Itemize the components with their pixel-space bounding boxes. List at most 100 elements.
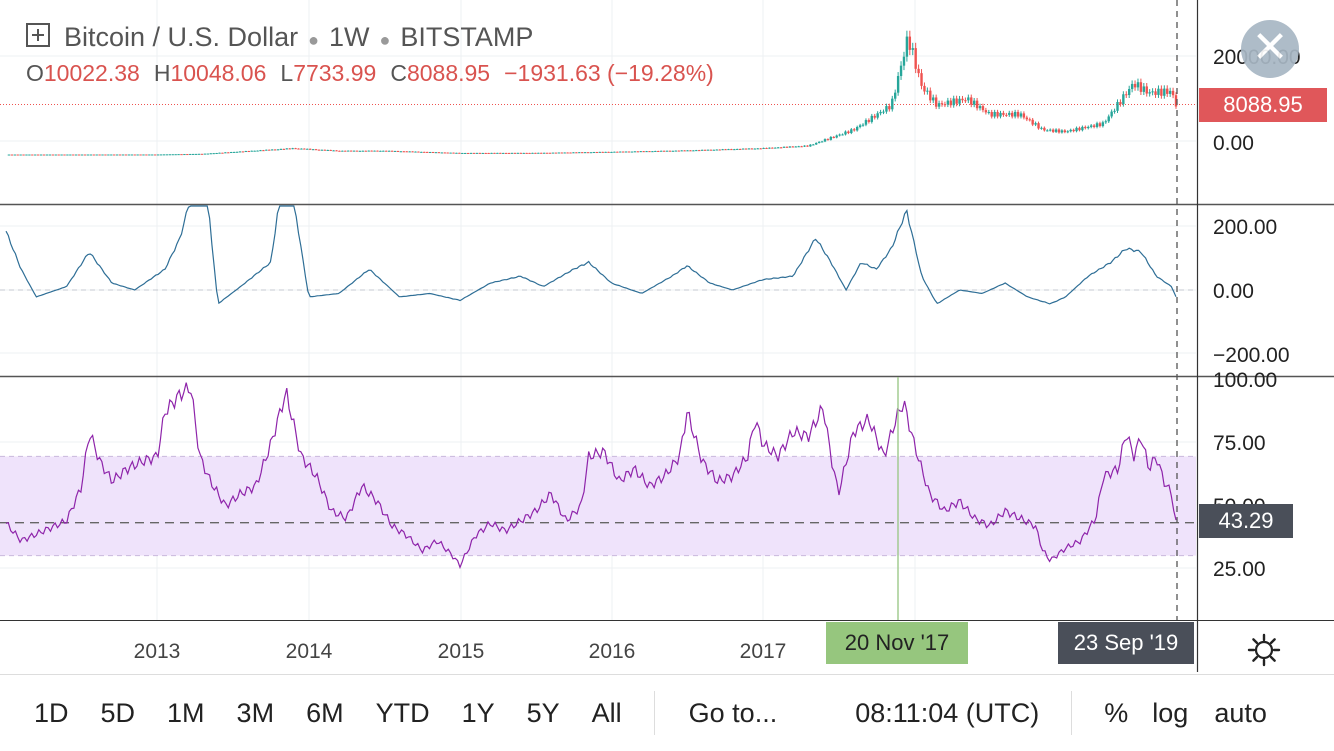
candle-body bbox=[1160, 88, 1163, 96]
candle-body bbox=[940, 103, 944, 105]
candle-body bbox=[1168, 90, 1172, 94]
range-5y[interactable]: 5Y bbox=[526, 697, 560, 728]
candle-body bbox=[458, 152, 461, 154]
header-separator: ● bbox=[379, 30, 391, 50]
candle-body bbox=[1060, 130, 1064, 133]
bottom-toolbar: 1D 5D 1M 3M 6M YTD 1Y 5Y All Go to... 08… bbox=[0, 674, 1334, 751]
candle-body bbox=[420, 151, 423, 153]
high-value: 10048.06 bbox=[170, 60, 267, 86]
rsi-tick-label: 100.00 bbox=[1213, 369, 1277, 392]
candle-body bbox=[1089, 125, 1093, 127]
time-tick-label: 2013 bbox=[134, 640, 181, 663]
candle-body bbox=[136, 154, 139, 156]
candle-body bbox=[1075, 127, 1078, 132]
candle-body bbox=[952, 98, 955, 106]
candle-body bbox=[1078, 127, 1081, 131]
candle-body bbox=[557, 152, 561, 154]
cci-tick-label: −200.00 bbox=[1213, 344, 1290, 367]
candle-body bbox=[153, 154, 157, 156]
candle-body bbox=[513, 152, 517, 154]
candle-body bbox=[683, 150, 686, 152]
candle-body bbox=[502, 152, 505, 154]
candle-body bbox=[276, 149, 280, 151]
range-1y[interactable]: 1Y bbox=[461, 697, 495, 728]
candle-body bbox=[171, 154, 174, 156]
candle-body bbox=[686, 150, 689, 152]
candle-body bbox=[493, 152, 496, 154]
candle-body bbox=[668, 150, 672, 152]
chart-svg[interactable]: 20000.000.00200.000.00−200.00100.0075.00… bbox=[0, 0, 1334, 672]
candle-body bbox=[999, 112, 1002, 117]
last-price-tag: 8088.95 bbox=[1199, 88, 1327, 122]
chart-area[interactable]: 20000.000.00200.000.00−200.00100.0075.00… bbox=[0, 0, 1334, 672]
candle-body bbox=[16, 154, 19, 156]
candle-body bbox=[1046, 130, 1049, 132]
candle-body bbox=[86, 154, 90, 156]
candle-body bbox=[311, 149, 315, 151]
candle-body bbox=[826, 139, 830, 141]
candle-body bbox=[937, 103, 941, 107]
candle-body bbox=[194, 153, 198, 155]
candle-body bbox=[121, 154, 125, 156]
candle-body bbox=[142, 154, 145, 156]
close-icon[interactable]: ✕ bbox=[1241, 20, 1299, 78]
candle-body bbox=[1110, 111, 1113, 117]
candle-body bbox=[984, 110, 988, 113]
candle-body bbox=[888, 106, 891, 110]
candle-body bbox=[689, 150, 692, 152]
candle-body bbox=[850, 129, 853, 134]
candle-body bbox=[39, 154, 43, 156]
candle-body bbox=[72, 154, 75, 156]
candle-body bbox=[932, 97, 935, 101]
range-6m[interactable]: 6M bbox=[306, 697, 344, 728]
candle-body bbox=[548, 152, 552, 154]
range-3m[interactable]: 3M bbox=[236, 697, 275, 728]
candle-body bbox=[744, 148, 748, 150]
candle-body bbox=[934, 97, 938, 107]
candle-body bbox=[832, 136, 835, 138]
range-all[interactable]: All bbox=[591, 697, 622, 728]
candle-body bbox=[554, 152, 558, 154]
rsi-tick-label: 75.00 bbox=[1213, 432, 1266, 455]
goto-button[interactable]: Go to... bbox=[688, 697, 778, 728]
candle-body bbox=[581, 152, 584, 154]
candle-body bbox=[885, 106, 888, 112]
candle-body bbox=[1013, 111, 1017, 117]
candle-body bbox=[648, 151, 651, 153]
range-ytd[interactable]: YTD bbox=[375, 697, 430, 728]
plus-icon[interactable] bbox=[26, 23, 50, 47]
candle-body bbox=[344, 150, 347, 152]
price-tick-label: 0.00 bbox=[1213, 132, 1254, 155]
gear-icon[interactable] bbox=[1246, 632, 1282, 668]
candle-body bbox=[972, 100, 976, 105]
candle-body bbox=[1166, 88, 1169, 94]
percent-toggle[interactable]: % bbox=[1104, 697, 1129, 728]
range-1d[interactable]: 1D bbox=[34, 697, 69, 728]
candle-body bbox=[414, 151, 417, 153]
candle-body bbox=[943, 104, 947, 106]
candle-body bbox=[417, 151, 420, 153]
candle-body bbox=[768, 147, 771, 149]
auto-toggle[interactable]: auto bbox=[1214, 697, 1267, 728]
candle-body bbox=[601, 151, 604, 153]
candle-body bbox=[238, 151, 242, 153]
log-toggle[interactable]: log bbox=[1152, 697, 1189, 728]
candle-body bbox=[115, 154, 119, 156]
range-1m[interactable]: 1M bbox=[167, 697, 205, 728]
candle-body bbox=[80, 154, 84, 156]
candle-body bbox=[589, 152, 593, 154]
candle-body bbox=[399, 151, 403, 153]
candle-body bbox=[232, 151, 236, 153]
candle-body bbox=[1113, 110, 1116, 112]
candle-body bbox=[10, 154, 14, 156]
candle-body bbox=[45, 154, 49, 156]
candle-body bbox=[1171, 90, 1175, 96]
candle-body bbox=[434, 152, 438, 154]
candle-body bbox=[1119, 101, 1122, 105]
candle-body bbox=[472, 152, 476, 154]
ohlc-readout: O10022.38 H10048.06 L7733.99 C8088.95 −1931.… bbox=[26, 60, 714, 87]
candle-body bbox=[332, 150, 335, 152]
utc-clock[interactable]: 08:11:04 (UTC) bbox=[855, 697, 1040, 728]
candle-body bbox=[200, 153, 204, 155]
range-5d[interactable]: 5D bbox=[100, 697, 136, 728]
